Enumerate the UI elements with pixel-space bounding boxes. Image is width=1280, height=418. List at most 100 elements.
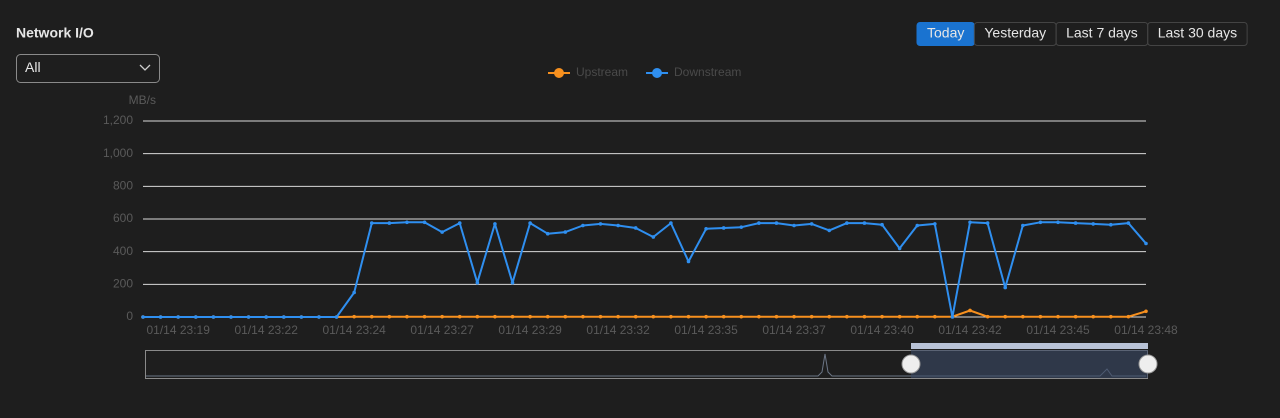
data-point	[774, 314, 779, 319]
data-point	[387, 221, 392, 225]
data-point	[915, 314, 920, 319]
data-point	[880, 222, 884, 227]
data-point	[704, 314, 708, 319]
data-point	[493, 314, 497, 319]
data-point	[158, 315, 163, 319]
data-point	[1021, 223, 1025, 228]
data-point	[1021, 314, 1025, 319]
data-point	[739, 314, 744, 319]
data-point	[968, 220, 972, 225]
data-point	[387, 314, 392, 319]
data-point	[985, 221, 990, 225]
data-point	[422, 220, 427, 225]
y-tick-label: 1,000	[103, 146, 133, 160]
x-tick-label: 01/14 23:35	[674, 323, 738, 337]
data-point	[809, 222, 814, 226]
data-point	[897, 246, 902, 251]
data-point	[1091, 314, 1096, 319]
legend-marker	[554, 68, 564, 78]
data-point	[616, 223, 620, 228]
data-point	[193, 315, 198, 319]
x-tick-label: 01/14 23:48	[1114, 323, 1178, 337]
tab-label: Last 7 days	[1066, 25, 1138, 41]
data-point	[598, 222, 603, 226]
data-point	[493, 222, 497, 226]
data-point	[704, 227, 708, 231]
data-point	[897, 314, 902, 319]
data-point	[598, 314, 603, 319]
data-point	[862, 314, 867, 319]
data-point	[1038, 220, 1043, 225]
y-tick-label: 400	[113, 244, 133, 258]
data-point	[457, 314, 462, 319]
data-point	[616, 314, 620, 319]
data-point	[757, 221, 761, 225]
data-point	[1003, 285, 1008, 290]
data-point	[827, 228, 832, 233]
navigator-handle[interactable]	[901, 354, 921, 374]
data-point	[352, 290, 356, 295]
data-point	[1056, 220, 1060, 225]
data-point	[422, 314, 427, 319]
tab[interactable]: Last 30 days	[1147, 22, 1248, 46]
data-point	[352, 314, 356, 319]
data-point	[405, 314, 409, 319]
chevron	[139, 64, 151, 71]
navigator-handle[interactable]	[1138, 354, 1158, 374]
data-point	[264, 315, 268, 319]
data-point	[405, 220, 409, 225]
tab[interactable]: Today	[916, 22, 975, 46]
navigator-selection[interactable]	[911, 350, 1148, 378]
data-point	[1144, 241, 1148, 246]
tab-label: Last 30 days	[1158, 25, 1237, 41]
data-point	[510, 280, 515, 285]
data-point	[563, 314, 568, 319]
x-tick-label: 01/14 23:29	[498, 323, 562, 337]
x-tick-label: 01/14 23:22	[234, 323, 298, 337]
x-tick-label: 01/14 23:37	[762, 323, 826, 337]
x-tick-label: 01/14 23:27	[410, 323, 474, 337]
data-point	[528, 314, 532, 319]
legend-label[interactable]: Upstream	[576, 65, 628, 79]
data-point	[880, 314, 884, 319]
x-tick-label: 01/14 23:24	[322, 323, 386, 337]
data-point	[845, 221, 849, 225]
data-point	[721, 226, 726, 230]
data-point	[510, 314, 515, 319]
tab-button[interactable]	[1147, 22, 1248, 46]
y-axis-label: MB/s	[129, 93, 156, 107]
tab-label: Today	[927, 25, 964, 41]
legend: Upstream Downstream	[548, 65, 741, 79]
y-tick-label: 0	[126, 309, 133, 323]
data-point	[440, 314, 444, 319]
y-tick-label: 200	[113, 277, 133, 291]
navigator-bar[interactable]	[911, 343, 1148, 349]
data-point	[633, 226, 638, 230]
data-point	[651, 235, 656, 239]
data-point	[651, 314, 656, 319]
data-point	[686, 259, 691, 264]
filter-select[interactable]	[16, 54, 160, 83]
data-point	[739, 225, 744, 229]
x-tick-label: 01/14 23:19	[146, 323, 210, 337]
data-point	[440, 230, 444, 234]
data-point	[545, 231, 550, 236]
data-point	[792, 223, 796, 228]
data-point	[845, 314, 849, 319]
data-point	[246, 315, 251, 319]
data-point	[1056, 314, 1060, 319]
legend-label[interactable]: Downstream	[674, 65, 741, 79]
filter-value: All	[25, 59, 41, 75]
data-point	[1126, 314, 1131, 319]
data-point	[1073, 314, 1078, 319]
data-point	[281, 315, 286, 319]
data-point	[915, 223, 920, 228]
data-point	[457, 221, 462, 225]
y-tick-label: 1,200	[103, 113, 133, 127]
data-point	[229, 315, 233, 319]
data-point	[581, 223, 585, 228]
data-point	[581, 314, 585, 319]
plot: 0 200 400 600 800 1,000 1,200 01/14 23:19 01/14 …	[103, 113, 1178, 337]
data-point	[1091, 222, 1096, 226]
